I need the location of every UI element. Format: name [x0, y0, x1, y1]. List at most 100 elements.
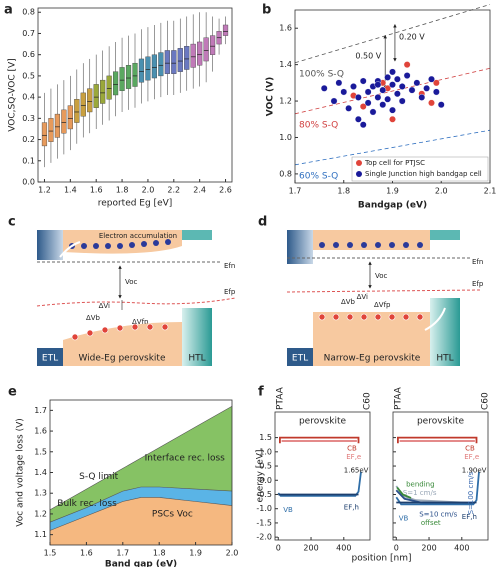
x-tick-label: 2.6: [219, 186, 232, 195]
x-tick-label: 2.2: [167, 186, 180, 195]
point: [428, 75, 435, 83]
series-label: CB: [347, 444, 357, 452]
holes: [71, 323, 169, 341]
annotation: 0.20 V: [399, 32, 425, 41]
series-label: VB: [399, 515, 409, 523]
panel-label: e: [8, 385, 17, 400]
point: [423, 84, 431, 92]
annotation: Wide-Eg perovskite: [78, 354, 165, 364]
box: [93, 84, 99, 108]
line-label: 100% S-Q: [299, 69, 344, 79]
box: [138, 58, 145, 83]
x-tick-label: 1.7: [289, 187, 302, 196]
box: [171, 50, 177, 74]
plot-frame: [274, 411, 371, 541]
series-label: Bulk rec. loss: [57, 499, 117, 509]
x-tick-label: 0: [394, 544, 399, 553]
legend-swatch: [356, 171, 362, 177]
y-tick-label: 1.6: [34, 427, 47, 436]
y-tick-label: 0.1: [22, 156, 35, 165]
annotation: Electron accumulation: [99, 232, 177, 240]
y-tick-label: 1.0: [279, 133, 292, 142]
point: [364, 99, 372, 107]
efp-line: [36, 297, 236, 307]
layer-label: PTAA: [394, 386, 404, 410]
box: [197, 41, 203, 66]
reference-line: [294, 4, 491, 64]
point: [359, 121, 367, 129]
point: [437, 101, 445, 109]
conduction-band: [313, 230, 430, 250]
annotation: ETL: [42, 354, 58, 364]
y-tick-label: 1.4: [34, 468, 47, 477]
y-tick-label: 1.6: [279, 24, 292, 33]
annotation: ΔVb: [86, 314, 101, 322]
point: [389, 115, 396, 123]
panel-label: a: [4, 3, 13, 18]
x-tick-label: 2.1: [484, 187, 497, 196]
arrow: [59, 241, 81, 258]
point: [364, 88, 372, 96]
point: [369, 108, 377, 116]
y-axis-label: energy [eV]: [256, 450, 266, 503]
series-line: [49, 497, 233, 531]
panel-label: b: [262, 3, 271, 18]
x-tick-label: 2.4: [193, 186, 206, 195]
etl-block: [37, 230, 63, 260]
box: [184, 45, 190, 70]
point: [418, 94, 426, 101]
x-tick-label: 200: [421, 544, 436, 553]
point: [408, 86, 416, 94]
htl-block: [182, 308, 212, 366]
point: [335, 79, 343, 87]
y-tick-label: 1.5: [259, 433, 272, 442]
annotation: ETL: [292, 354, 308, 364]
panel-label: d: [258, 215, 267, 230]
x-tick-label: 1.7: [116, 549, 129, 558]
annotation: HTL: [436, 354, 453, 364]
series-label: EF,h: [344, 503, 359, 511]
series-line: [49, 486, 233, 523]
point: [432, 88, 440, 96]
electrons: [69, 239, 171, 249]
box: [100, 79, 106, 104]
series-label: S-Q limit: [79, 472, 119, 482]
point: [384, 73, 392, 81]
arrow: [424, 307, 446, 331]
box: [177, 48, 183, 72]
box: [87, 88, 93, 113]
box: [209, 35, 216, 55]
series-label: EF,e: [464, 453, 479, 461]
conduction-band: [63, 230, 182, 254]
x-tick-label: 2.0: [226, 549, 239, 558]
series-label: PSCs Voc: [152, 509, 193, 519]
annotation: Efp: [472, 280, 484, 288]
point: [389, 106, 396, 114]
y-tick-label: 1.4: [279, 60, 292, 69]
series-line: [397, 436, 478, 444]
annotation: ΔVfp: [374, 301, 391, 309]
annotation: HTL: [188, 354, 205, 364]
point: [359, 103, 367, 110]
box: [203, 37, 209, 62]
point: [393, 90, 401, 98]
annotation: 1.65eV: [344, 466, 369, 474]
box: [74, 99, 80, 123]
y-tick-label: 0.5: [22, 71, 35, 80]
series-label: bending: [406, 481, 434, 489]
x-tick-label: 0: [276, 544, 281, 553]
box: [164, 50, 170, 74]
annotation: Efn: [224, 262, 235, 270]
box: [145, 56, 151, 81]
x-tick-label: 1.9: [386, 187, 399, 196]
series-line: [49, 405, 233, 511]
line-label: 60% S-Q: [299, 171, 338, 181]
point: [354, 115, 362, 123]
area-fill: [50, 406, 232, 523]
diagram-c: c Electron accumulation Efn Voc Efp ΔVi …: [8, 215, 236, 366]
y-tick-label: 0.3: [22, 114, 35, 123]
etl-block: [287, 230, 313, 264]
point: [389, 68, 396, 76]
box: [48, 118, 54, 142]
